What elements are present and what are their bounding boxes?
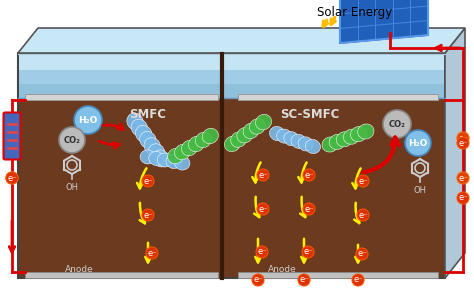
Text: e⁻: e⁻	[304, 205, 314, 213]
Ellipse shape	[166, 155, 181, 168]
Text: e⁻: e⁻	[357, 249, 367, 258]
Text: e⁻: e⁻	[458, 133, 468, 143]
Ellipse shape	[237, 128, 253, 143]
Text: e⁻: e⁻	[353, 275, 363, 285]
Text: e⁻: e⁻	[147, 249, 157, 257]
Circle shape	[74, 106, 102, 134]
Ellipse shape	[136, 125, 152, 142]
Ellipse shape	[182, 140, 198, 156]
Ellipse shape	[351, 127, 367, 142]
Ellipse shape	[329, 134, 346, 149]
Polygon shape	[18, 28, 465, 53]
Ellipse shape	[224, 136, 240, 152]
Text: e⁻: e⁻	[358, 210, 368, 220]
Text: CO₂: CO₂	[64, 136, 81, 144]
Ellipse shape	[202, 128, 219, 144]
Ellipse shape	[336, 132, 353, 147]
Ellipse shape	[298, 137, 313, 151]
Text: e⁻: e⁻	[7, 173, 17, 183]
Ellipse shape	[322, 137, 338, 152]
Ellipse shape	[140, 132, 156, 148]
Ellipse shape	[231, 132, 246, 147]
Ellipse shape	[127, 113, 143, 130]
Text: e⁻: e⁻	[257, 248, 267, 257]
Text: SMFC: SMFC	[129, 108, 166, 121]
Text: e⁻: e⁻	[258, 171, 268, 180]
Text: e⁻: e⁻	[304, 171, 314, 180]
FancyBboxPatch shape	[25, 94, 218, 100]
Text: e⁻: e⁻	[143, 176, 153, 185]
Ellipse shape	[148, 144, 165, 161]
Ellipse shape	[195, 132, 211, 148]
Ellipse shape	[358, 124, 374, 139]
Ellipse shape	[249, 119, 265, 134]
Circle shape	[405, 130, 431, 156]
Ellipse shape	[243, 123, 259, 139]
Text: e⁻: e⁻	[458, 173, 468, 183]
Ellipse shape	[144, 138, 161, 155]
Text: e⁻: e⁻	[299, 275, 309, 285]
Text: e⁻: e⁻	[458, 139, 468, 148]
Ellipse shape	[305, 140, 320, 154]
Ellipse shape	[140, 150, 155, 164]
FancyBboxPatch shape	[19, 70, 444, 98]
Text: e⁻: e⁻	[303, 248, 313, 257]
FancyBboxPatch shape	[19, 84, 444, 98]
FancyBboxPatch shape	[19, 54, 444, 98]
FancyBboxPatch shape	[18, 53, 445, 278]
Circle shape	[59, 127, 85, 153]
FancyBboxPatch shape	[3, 112, 20, 160]
Ellipse shape	[255, 114, 272, 130]
Text: e⁻: e⁻	[258, 205, 268, 213]
FancyBboxPatch shape	[238, 272, 438, 278]
Text: e⁻: e⁻	[358, 176, 368, 185]
Text: OH: OH	[65, 183, 79, 192]
Text: SC-SMFC: SC-SMFC	[280, 108, 340, 121]
Ellipse shape	[174, 156, 190, 170]
Ellipse shape	[284, 132, 299, 146]
Text: Solar Energy: Solar Energy	[318, 6, 392, 19]
Ellipse shape	[149, 152, 164, 165]
Ellipse shape	[168, 148, 184, 164]
Text: e⁻: e⁻	[143, 210, 153, 220]
FancyBboxPatch shape	[25, 272, 218, 278]
FancyBboxPatch shape	[238, 94, 438, 100]
Ellipse shape	[153, 150, 169, 167]
Text: OH: OH	[413, 186, 427, 195]
Text: Anode: Anode	[268, 265, 297, 274]
Ellipse shape	[343, 129, 360, 144]
Polygon shape	[445, 28, 465, 278]
Ellipse shape	[174, 144, 191, 160]
Text: Anode: Anode	[65, 265, 94, 274]
Ellipse shape	[157, 153, 173, 167]
Text: e⁻: e⁻	[7, 173, 17, 183]
Ellipse shape	[188, 136, 205, 152]
Text: H₂O: H₂O	[408, 139, 428, 148]
Ellipse shape	[131, 119, 148, 136]
Text: e⁻: e⁻	[253, 275, 263, 285]
Ellipse shape	[270, 126, 285, 140]
Ellipse shape	[291, 134, 306, 148]
Text: H₂O: H₂O	[78, 116, 98, 124]
Text: CO₂: CO₂	[389, 120, 405, 128]
Polygon shape	[340, 0, 428, 43]
Circle shape	[383, 110, 411, 138]
Ellipse shape	[277, 129, 292, 143]
Text: e⁻: e⁻	[458, 193, 468, 202]
